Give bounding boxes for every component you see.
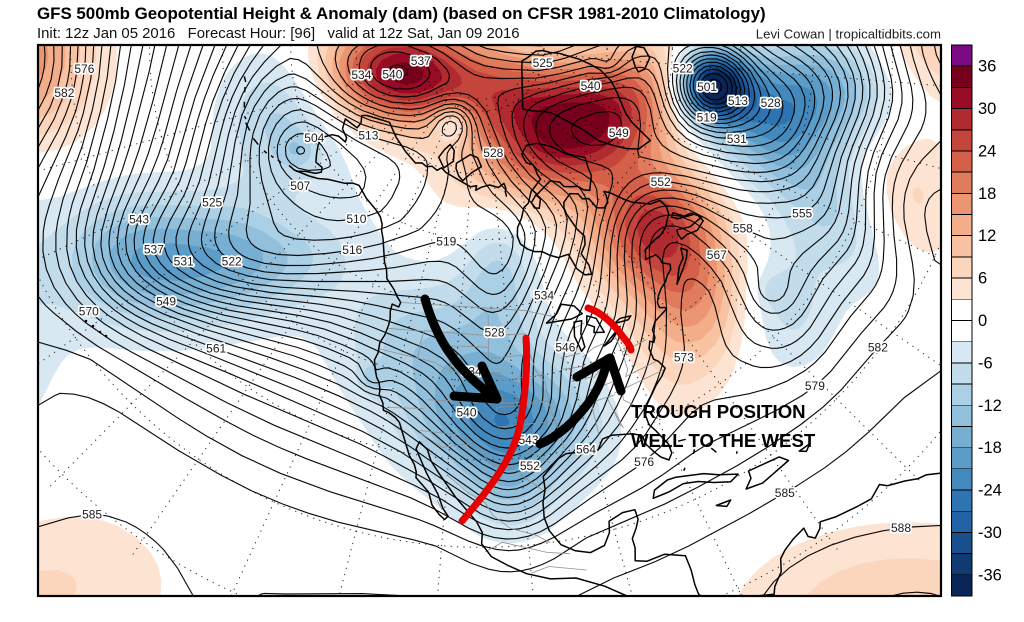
svg-text:585: 585 (82, 508, 102, 522)
svg-text:582: 582 (868, 341, 888, 355)
svg-text:528: 528 (483, 146, 503, 160)
svg-text:501: 501 (697, 80, 717, 94)
svg-text:504: 504 (304, 131, 324, 145)
svg-text:519: 519 (697, 110, 717, 124)
svg-text:585: 585 (775, 486, 795, 500)
svg-text:540: 540 (456, 406, 476, 420)
svg-text:522: 522 (673, 62, 693, 76)
svg-text:30: 30 (978, 100, 996, 118)
svg-text:36: 36 (978, 58, 996, 76)
svg-text:531: 531 (174, 254, 194, 268)
svg-text:579: 579 (805, 379, 825, 393)
svg-text:-12: -12 (978, 397, 1002, 415)
svg-text:Levi Cowan | tropicaltidbits.c: Levi Cowan | tropicaltidbits.com (756, 27, 941, 42)
svg-text:564: 564 (576, 443, 596, 457)
svg-text:543: 543 (129, 212, 149, 226)
svg-text:6: 6 (978, 270, 987, 288)
svg-text:513: 513 (358, 129, 378, 143)
svg-text:GFS 500mb Geopotential Height: GFS 500mb Geopotential Height & Anomaly … (37, 4, 766, 23)
svg-text:WELL TO THE WEST: WELL TO THE WEST (631, 430, 816, 451)
svg-text:522: 522 (222, 254, 242, 268)
svg-text:543: 543 (518, 433, 538, 447)
svg-text:576: 576 (74, 62, 94, 76)
svg-text:552: 552 (520, 459, 540, 473)
svg-text:570: 570 (79, 305, 99, 319)
svg-text:525: 525 (533, 56, 553, 70)
svg-text:567: 567 (707, 248, 727, 262)
svg-text:537: 537 (411, 54, 431, 68)
svg-text:12: 12 (978, 227, 996, 245)
svg-text:-24: -24 (978, 482, 1002, 500)
svg-text:534: 534 (534, 289, 554, 303)
svg-text:Init: 12z Jan 05 2016 Foreca: Init: 12z Jan 05 2016 Forecast Hour: [96… (37, 26, 520, 42)
svg-text:528: 528 (761, 96, 781, 110)
svg-text:558: 558 (733, 221, 753, 235)
svg-text:-30: -30 (978, 524, 1002, 542)
svg-text:552: 552 (651, 175, 671, 189)
svg-text:513: 513 (728, 94, 748, 108)
svg-text:525: 525 (202, 196, 222, 210)
svg-text:573: 573 (674, 351, 694, 365)
svg-text:531: 531 (727, 132, 747, 146)
svg-text:510: 510 (346, 212, 366, 226)
svg-text:561: 561 (206, 341, 226, 355)
svg-text:507: 507 (290, 179, 310, 193)
svg-text:540: 540 (382, 68, 402, 82)
svg-text:546: 546 (555, 341, 575, 355)
svg-text:549: 549 (156, 295, 176, 309)
svg-text:516: 516 (342, 243, 362, 257)
svg-text:TROUGH POSITION: TROUGH POSITION (631, 401, 806, 422)
svg-text:588: 588 (891, 521, 911, 535)
svg-text:-36: -36 (978, 566, 1002, 584)
svg-text:576: 576 (634, 455, 654, 469)
svg-text:0: 0 (978, 312, 987, 330)
svg-text:549: 549 (609, 126, 629, 140)
svg-text:18: 18 (978, 185, 996, 203)
svg-text:-6: -6 (978, 354, 993, 372)
svg-text:-18: -18 (978, 439, 1002, 457)
svg-text:528: 528 (484, 325, 504, 339)
svg-text:537: 537 (144, 242, 164, 256)
svg-text:582: 582 (54, 86, 74, 100)
svg-text:519: 519 (436, 234, 456, 248)
svg-text:24: 24 (978, 143, 996, 161)
svg-text:534: 534 (351, 68, 371, 82)
svg-text:540: 540 (581, 79, 601, 93)
svg-text:555: 555 (792, 206, 812, 220)
